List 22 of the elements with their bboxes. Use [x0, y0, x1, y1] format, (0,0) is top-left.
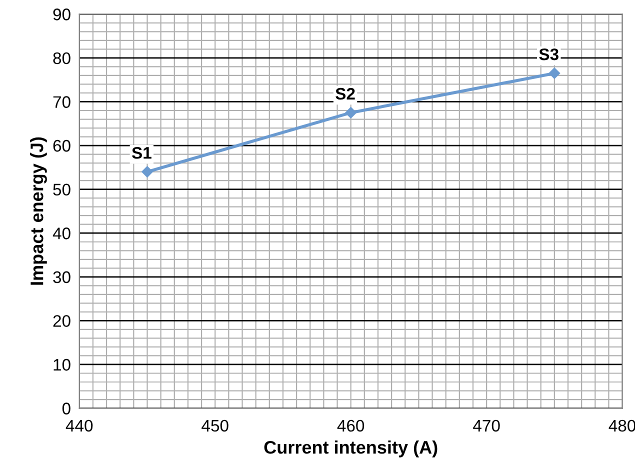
point — [345, 107, 356, 118]
x-tick-label: 450 — [202, 420, 228, 432]
point — [142, 166, 153, 178]
y-tick-label: 60 — [53, 140, 70, 152]
x-tick-label: 470 — [473, 420, 500, 432]
annotation: S3 — [539, 48, 558, 60]
y-tick-label: 40 — [52, 228, 70, 240]
y-tick-label: 50 — [53, 184, 70, 196]
annotation: S2 — [336, 88, 355, 100]
y-tick-label: 80 — [53, 52, 70, 64]
y-tick-label: 90 — [53, 8, 70, 20]
point — [548, 68, 560, 79]
y-tick-label: 0 — [62, 402, 70, 414]
x-axis-title: Current intensity (A) — [264, 440, 438, 458]
y-tick-label: 20 — [53, 315, 70, 327]
y-tick-label: 30 — [53, 271, 70, 284]
x-tick-label: 440 — [66, 420, 93, 432]
y-tick-label: 10 — [54, 358, 70, 371]
x-tick-label: 460 — [337, 420, 364, 432]
y-axis-title: Impact energy (J) — [30, 137, 47, 285]
annotation: S1 — [132, 146, 152, 159]
y-tick-label: 70 — [53, 96, 70, 108]
